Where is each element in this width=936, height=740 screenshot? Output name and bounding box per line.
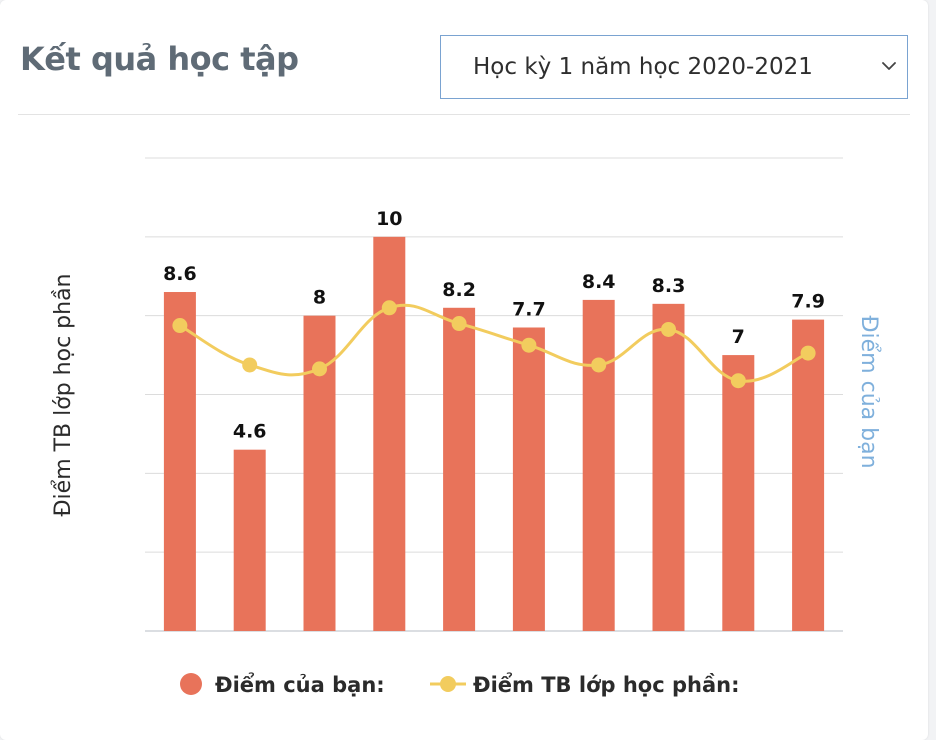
average-point (730, 373, 746, 389)
bar-value-label: 7 (732, 326, 745, 348)
bar-value-label: 7.7 (512, 298, 546, 320)
average-point (591, 357, 607, 373)
bar (163, 292, 196, 631)
legend-bar-marker (180, 673, 202, 695)
bar (512, 327, 545, 631)
legend-line-marker-dot (440, 676, 456, 692)
bar (443, 307, 476, 631)
chevron-down-icon (882, 62, 896, 70)
average-point (521, 337, 537, 353)
bar (792, 319, 825, 631)
bar (722, 355, 755, 631)
average-point (381, 300, 397, 316)
right-axis-title: Điểm của bạn (856, 315, 881, 468)
bar (373, 236, 406, 632)
left-axis-title: Điểm TB lớp học phần (51, 274, 76, 517)
legend-line-label: Điểm TB lớp học phần: (473, 672, 739, 697)
bar-value-label: 8.3 (652, 275, 686, 297)
bar (582, 299, 615, 631)
average-point (800, 345, 816, 361)
semester-select-value: Học kỳ 1 năm học 2020-2021 (473, 54, 813, 80)
average-point (312, 361, 327, 377)
average-point (242, 357, 258, 373)
bar-value-label: 10 (376, 208, 402, 230)
average-line (179, 303, 809, 383)
bar-value-label: 8.4 (582, 271, 616, 293)
header-divider (18, 114, 910, 115)
bar-value-label: 8.2 (442, 279, 476, 301)
page-title: Kết quả học tập (20, 40, 299, 78)
bar-value-label: 4.6 (233, 421, 267, 443)
bar (233, 449, 266, 631)
semester-select[interactable]: Học kỳ 1 năm học 2020-2021 (440, 35, 908, 99)
average-point (451, 316, 467, 332)
legend-bar-label: Điểm của bạn: (215, 672, 385, 697)
bar-value-label: 8.6 (163, 263, 197, 285)
bar-value-label: 7.9 (791, 291, 825, 313)
average-point (661, 321, 676, 337)
bar-value-label: 8 (313, 287, 326, 309)
bar (652, 303, 685, 631)
average-point (172, 318, 188, 334)
